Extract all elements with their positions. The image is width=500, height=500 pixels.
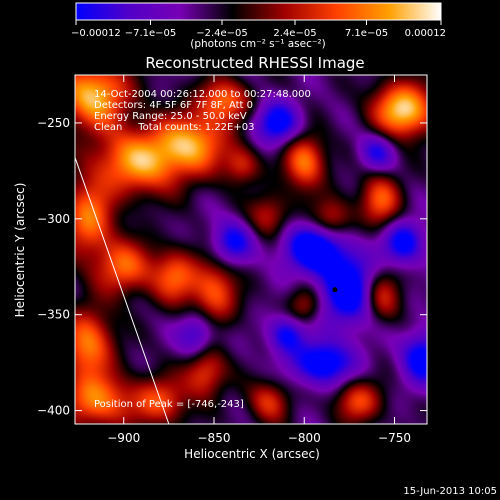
y-tick-label: −300 [37, 212, 70, 226]
annotation-time-range: 14-Oct-2004 00:26:12.000 to 00:27:48.000 [94, 89, 311, 100]
colorbar-tick-label: −7.1e−05 [125, 28, 177, 39]
colorbar-frame [75, 2, 442, 21]
y-tick-label: −400 [37, 404, 70, 418]
colorbar-tick-label: −2.4e−05 [196, 28, 248, 39]
annotation-energy-range: Energy Range: 25.0 - 50.0 keV [94, 111, 247, 122]
colorbar-ticks: −0.00012 −7.1e−05 −2.4e−05 2.4e−05 7.1e−05 0.… [71, 20, 446, 39]
colorbar-tick-label: −0.00012 [71, 28, 121, 39]
y-tick-label: −350 [37, 308, 70, 322]
x-tick-label: −750 [378, 431, 411, 445]
limb-line [74, 157, 170, 425]
annotation-peak-position: Position of Peak = [-746,-243] [94, 399, 244, 410]
x-tick-label: −900 [107, 431, 140, 445]
colorbar: −0.00012 −7.1e−05 −2.4e−05 2.4e−05 7.1e−05 0.… [71, 2, 446, 50]
colorbar-unit-label: (photons cm⁻² s⁻¹ asec⁻²) [190, 38, 325, 50]
colorbar-tick-label: 7.1e−05 [345, 28, 388, 39]
plot-area: −900 −850 −800 −750 −250 −300 −350 −400 [37, 74, 428, 445]
y-axis-label: Heliocentric Y (arcsec) [13, 183, 27, 318]
annotations: 14-Oct-2004 00:26:12.000 to 00:27:48.000… [94, 89, 311, 410]
colorbar-gradient [76, 3, 441, 20]
peak-marker-dot [332, 287, 338, 293]
axis-ticks: −900 −850 −800 −750 −250 −300 −350 −400 [37, 75, 427, 445]
chart-title: Reconstructed RHESSI Image [145, 54, 364, 72]
y-tick-label: −250 [37, 116, 70, 130]
colorbar-tick-label: 0.00012 [405, 28, 446, 39]
x-axis-label: Heliocentric X (arcsec) [184, 447, 320, 461]
heatmap-image [75, 75, 427, 424]
x-tick-label: −850 [198, 431, 231, 445]
footer-date: 15-Jun-2013 10:05 [403, 486, 497, 497]
x-tick-label: −800 [288, 431, 321, 445]
colorbar-tick-label: 2.4e−05 [273, 28, 316, 39]
plot-frame [74, 74, 428, 425]
annotation-clean-counts: Clean Total counts: 1.22E+03 [94, 122, 254, 133]
annotation-detectors: Detectors: 4F 5F 6F 7F 8F, Att 0 [94, 100, 253, 111]
